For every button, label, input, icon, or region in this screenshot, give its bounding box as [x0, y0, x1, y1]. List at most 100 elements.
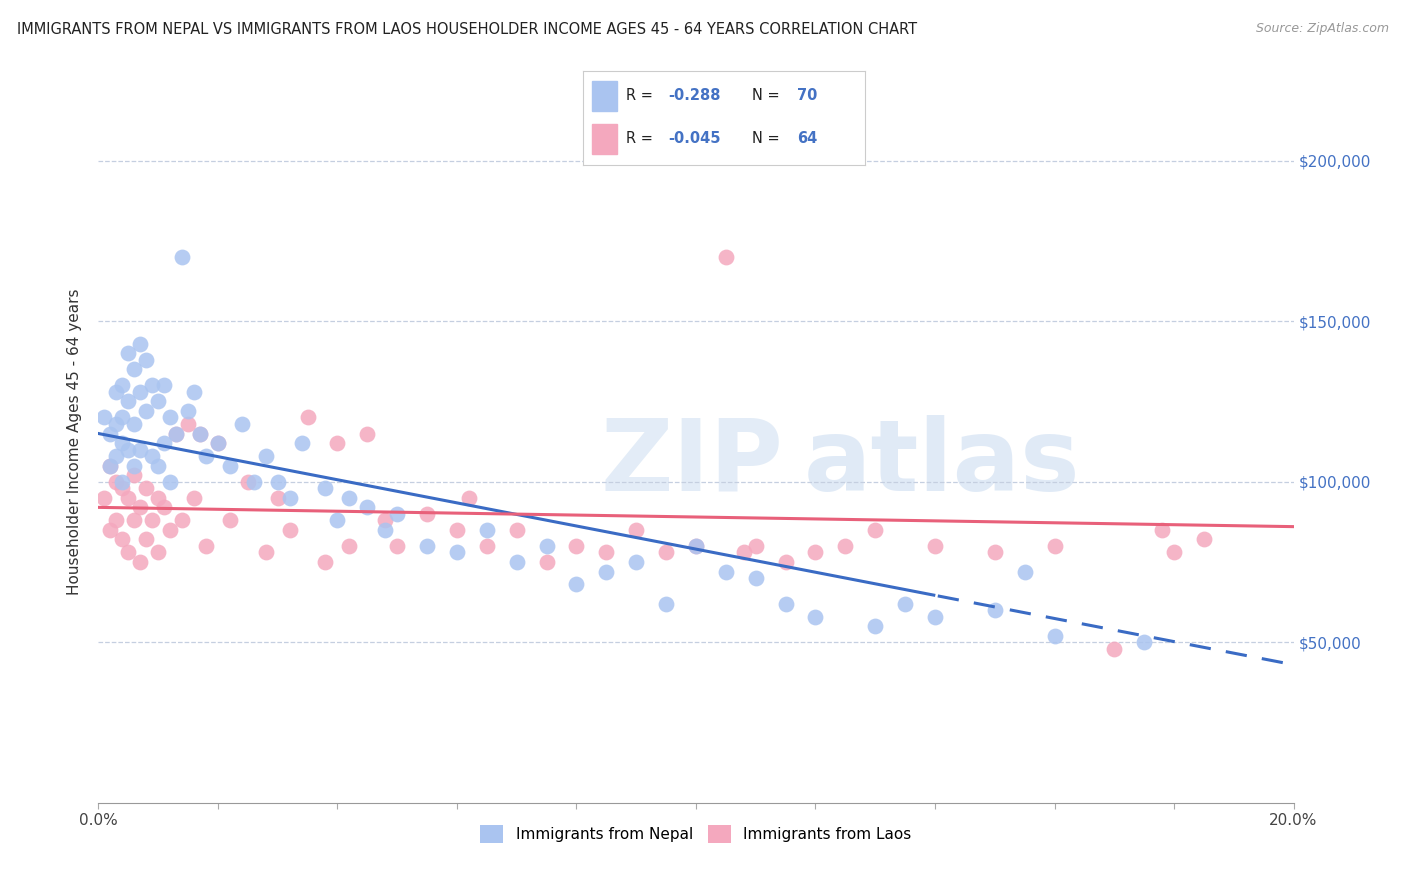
Point: [98, 426, 122, 441]
Point: [1043, 539, 1066, 553]
Point: [117, 346, 139, 360]
Text: atlas: atlas: [804, 415, 1080, 512]
Point: [685, 539, 707, 553]
Point: [135, 481, 157, 495]
Point: [267, 475, 290, 489]
Point: [93, 410, 115, 425]
Point: [894, 597, 917, 611]
Point: [141, 513, 163, 527]
Point: [356, 426, 378, 441]
Point: [243, 475, 266, 489]
Point: [865, 619, 887, 633]
Point: [231, 417, 253, 431]
Point: [446, 523, 468, 537]
Point: [98, 523, 122, 537]
Point: [326, 436, 349, 450]
Text: Source: ZipAtlas.com: Source: ZipAtlas.com: [1256, 22, 1389, 36]
Point: [804, 545, 827, 559]
Point: [775, 555, 797, 569]
Point: [595, 565, 617, 579]
Point: [153, 378, 176, 392]
Point: [219, 458, 242, 473]
Point: [236, 475, 259, 489]
Point: [1043, 629, 1066, 643]
Point: [475, 539, 498, 553]
Point: [124, 458, 146, 473]
Point: [124, 513, 146, 527]
Point: [565, 577, 588, 591]
Point: [111, 410, 134, 425]
Point: [984, 545, 1007, 559]
Text: N =: N =: [752, 131, 785, 146]
Point: [506, 523, 529, 537]
Point: [129, 336, 152, 351]
Point: [117, 394, 139, 409]
Point: [714, 565, 737, 579]
Bar: [592, 81, 617, 111]
Point: [172, 513, 194, 527]
Point: [267, 491, 290, 505]
Point: [105, 417, 128, 431]
Legend: Immigrants from Nepal, Immigrants from Laos: Immigrants from Nepal, Immigrants from L…: [474, 819, 918, 849]
Point: [1133, 635, 1156, 649]
Point: [188, 426, 211, 441]
Point: [626, 523, 648, 537]
Point: [165, 426, 187, 441]
Point: [655, 597, 678, 611]
Point: [374, 523, 396, 537]
Text: N =: N =: [752, 88, 785, 103]
Point: [111, 475, 134, 489]
Point: [129, 555, 152, 569]
Point: [177, 417, 200, 431]
Point: [1163, 545, 1185, 559]
Point: [745, 539, 768, 553]
Point: [685, 539, 707, 553]
Point: [135, 533, 157, 547]
Point: [129, 442, 152, 457]
Point: [458, 491, 481, 505]
Point: [148, 394, 170, 409]
Point: [98, 458, 122, 473]
Text: IMMIGRANTS FROM NEPAL VS IMMIGRANTS FROM LAOS HOUSEHOLDER INCOME AGES 45 - 64 YE: IMMIGRANTS FROM NEPAL VS IMMIGRANTS FROM…: [17, 22, 917, 37]
Point: [153, 500, 176, 515]
Point: [117, 545, 139, 559]
Point: [148, 545, 170, 559]
Point: [172, 250, 194, 264]
Point: [326, 513, 349, 527]
Point: [135, 404, 157, 418]
Point: [775, 597, 797, 611]
Text: -0.288: -0.288: [668, 88, 720, 103]
Point: [385, 539, 409, 553]
Point: [1104, 641, 1126, 656]
Point: [804, 609, 827, 624]
Point: [278, 523, 301, 537]
Text: 64: 64: [797, 131, 817, 146]
Point: [1192, 533, 1215, 547]
Point: [98, 458, 122, 473]
Point: [315, 555, 337, 569]
Point: [148, 491, 170, 505]
Point: [655, 545, 678, 559]
Point: [111, 436, 134, 450]
Point: [159, 475, 181, 489]
Point: [339, 539, 361, 553]
Point: [105, 384, 128, 399]
Point: [626, 555, 648, 569]
Point: [865, 523, 887, 537]
Point: [141, 378, 163, 392]
Point: [135, 352, 157, 367]
Point: [297, 410, 319, 425]
Point: [177, 404, 200, 418]
Point: [315, 481, 337, 495]
Point: [254, 545, 277, 559]
Point: [129, 384, 152, 399]
Point: [254, 449, 277, 463]
Point: [416, 507, 439, 521]
Point: [159, 410, 181, 425]
Point: [278, 491, 301, 505]
Text: -0.045: -0.045: [668, 131, 720, 146]
Point: [148, 458, 170, 473]
Point: [834, 539, 856, 553]
Point: [475, 523, 498, 537]
Point: [124, 362, 146, 376]
